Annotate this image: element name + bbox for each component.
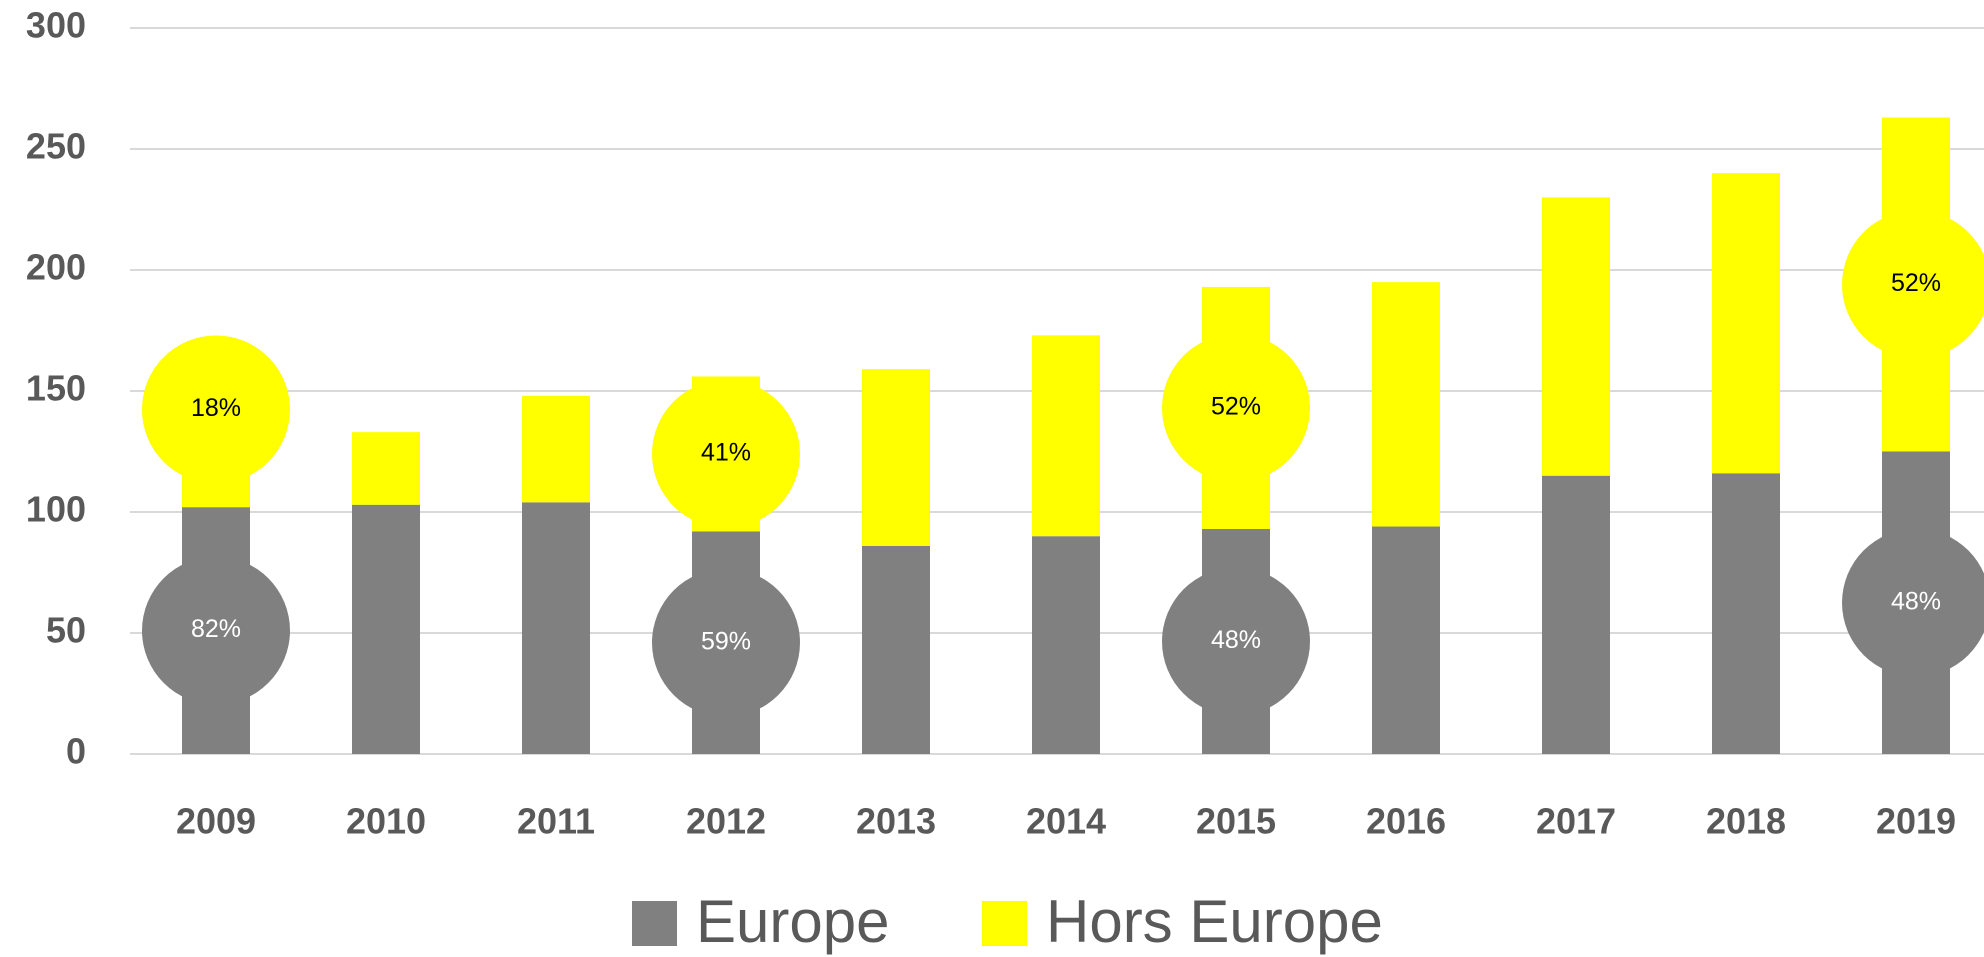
legend-label: Europe — [696, 888, 889, 955]
annotation-label: 18% — [191, 394, 241, 422]
annotation-bubble — [1842, 210, 1984, 359]
annotation-bubble — [1162, 333, 1310, 482]
bar-segment — [1032, 536, 1100, 754]
bar-segment — [1372, 526, 1440, 754]
x-tick-label: 2014 — [1026, 801, 1106, 842]
bar-segment — [862, 369, 930, 546]
annotation-bubble — [142, 335, 290, 484]
annotation-label: 48% — [1211, 626, 1261, 654]
y-tick-label: 300 — [26, 5, 86, 46]
y-tick-label: 150 — [26, 368, 86, 409]
bar-segment — [862, 545, 930, 754]
bar-segment — [1032, 335, 1100, 537]
legend-swatch — [632, 901, 677, 946]
bar-segment — [522, 502, 590, 754]
annotation-bubble — [652, 379, 800, 528]
x-tick-label: 2009 — [176, 801, 256, 842]
annotation-bubble — [1162, 567, 1310, 716]
bar-segment — [1542, 197, 1610, 476]
x-tick-label: 2011 — [517, 801, 595, 842]
legend-swatch — [982, 901, 1027, 946]
y-tick-label: 0 — [66, 731, 86, 772]
bar-segment — [522, 395, 590, 503]
annotation-label: 59% — [701, 627, 751, 655]
y-tick-label: 200 — [26, 247, 86, 288]
x-tick-label: 2010 — [346, 801, 426, 842]
y-tick-label: 250 — [26, 126, 86, 167]
x-tick-label: 2019 — [1876, 801, 1956, 842]
x-tick-label: 2017 — [1536, 801, 1616, 842]
bar-segment — [1372, 282, 1440, 527]
annotation-label: 52% — [1211, 393, 1261, 421]
annotation-label: 52% — [1891, 269, 1941, 297]
x-tick-label: 2013 — [856, 801, 936, 842]
annotation-bubble — [652, 568, 800, 717]
annotation-label: 48% — [1891, 587, 1941, 615]
y-tick-label: 50 — [46, 610, 86, 651]
bar-segment — [1712, 173, 1780, 474]
bar-segment — [352, 432, 420, 505]
bar-segment — [1542, 475, 1610, 754]
y-tick-label: 100 — [26, 489, 86, 530]
x-tick-label: 2012 — [686, 801, 766, 842]
annotation-bubble — [142, 556, 290, 705]
annotation-label: 82% — [191, 615, 241, 643]
bar-segment — [352, 504, 420, 754]
annotation-bubble — [1842, 528, 1984, 677]
bar-segment — [1712, 473, 1780, 754]
x-tick-label: 2018 — [1706, 801, 1786, 842]
annotation-label: 41% — [701, 439, 751, 467]
x-tick-label: 2016 — [1366, 801, 1446, 842]
x-tick-label: 2015 — [1196, 801, 1276, 842]
legend-label: Hors Europe — [1046, 888, 1383, 955]
